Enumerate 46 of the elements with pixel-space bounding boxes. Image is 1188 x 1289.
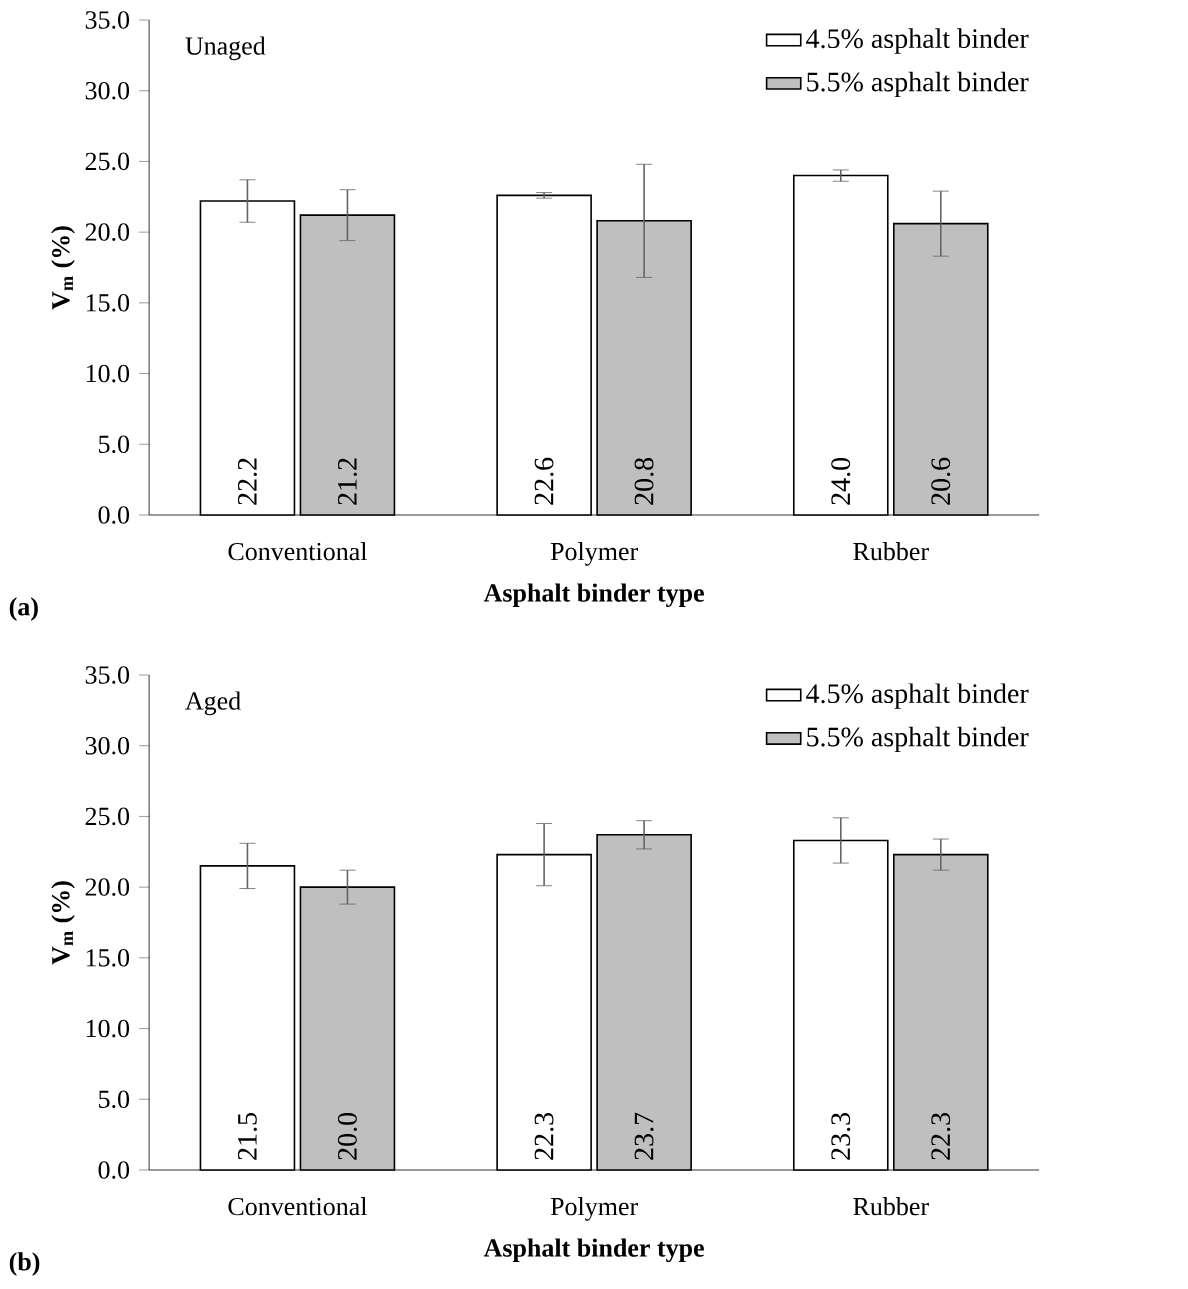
- data-label: 22.2: [237, 458, 257, 505]
- x-tick-label: Polymer: [550, 1197, 638, 1221]
- text: Aged: [184, 691, 241, 716]
- legend-label: 4.5% asphalt binder: [805, 28, 1029, 54]
- y-tick-label: 10.0: [86, 1019, 129, 1038]
- x-tick-label: Rubber: [853, 1197, 929, 1216]
- data-label: 23.3: [831, 1113, 851, 1160]
- x-tick-label: Polymer: [550, 542, 638, 566]
- data-label: 22.3: [931, 1113, 951, 1160]
- y-tick-label: 30.0: [85, 736, 129, 755]
- y-tick-label: 35.0: [85, 666, 129, 684]
- y-tick-label: 10.0: [86, 364, 129, 383]
- y-tick-label: 15.0: [86, 949, 129, 967]
- x-tick-label: Conventional: [228, 542, 367, 561]
- data-label: 20.0: [337, 1113, 357, 1160]
- legend-label: 5.5% asphalt binder: [806, 71, 1029, 98]
- text: (b): [9, 1252, 40, 1276]
- data-label: 21.5: [237, 1113, 257, 1160]
- text: Unaged: [185, 36, 266, 61]
- y-tick-label: 35.0: [85, 11, 129, 29]
- y-tick-label: 15.0: [86, 294, 129, 312]
- data-label: 20.6: [931, 457, 951, 505]
- legend-label: 5.5% asphalt binder: [806, 726, 1029, 753]
- data-label: 24.0: [831, 458, 851, 505]
- data-label: 22.6: [534, 457, 554, 505]
- y-tick-label: 0.0: [98, 1161, 129, 1179]
- y-tick-label: 5.0: [98, 435, 129, 454]
- text: (a): [9, 597, 38, 621]
- x-axis-title: Asphalt binder type: [483, 583, 704, 608]
- y-tick-label: 30.0: [85, 81, 129, 100]
- x-axis-title: Asphalt binder type: [483, 1238, 704, 1263]
- legend-label: 4.5% asphalt binder: [805, 683, 1029, 709]
- y-tick-label: 25.0: [85, 152, 129, 171]
- data-label: 20.8: [634, 458, 654, 505]
- y-tick-label: 25.0: [85, 807, 129, 826]
- data-label: 23.7: [634, 1112, 654, 1160]
- y-axis-title: V$_{m}$ (%): [51, 881, 75, 965]
- x-tick-label: Rubber: [853, 542, 929, 561]
- y-tick-label: 0.0: [98, 506, 129, 524]
- y-tick-label: 5.0: [98, 1090, 129, 1109]
- data-label: 21.2: [337, 458, 357, 505]
- y-tick-label: 20.0: [85, 223, 129, 241]
- y-axis-title: V$_{m}$ (%): [51, 226, 75, 310]
- x-tick-label: Conventional: [228, 1197, 367, 1216]
- data-label: 22.3: [534, 1113, 554, 1160]
- y-tick-label: 20.0: [85, 878, 129, 896]
